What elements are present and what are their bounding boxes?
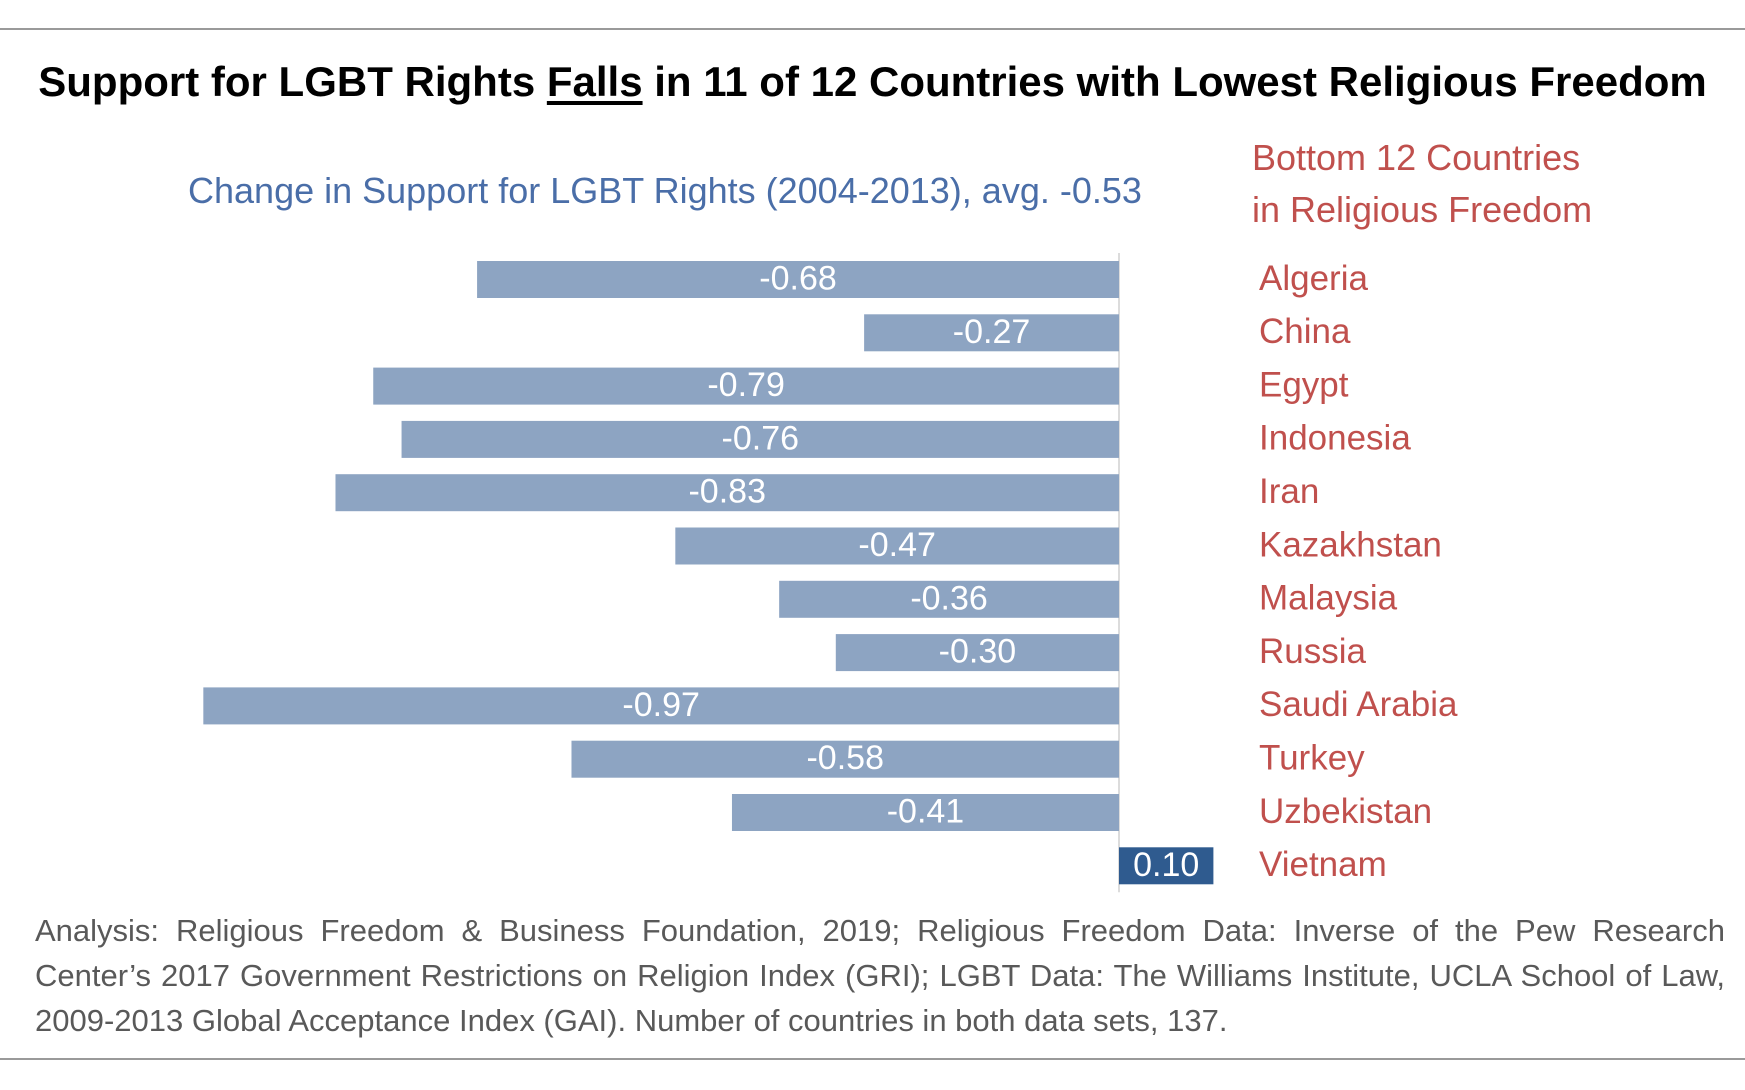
bar-algeria — [477, 261, 1120, 298]
country-header-line1: Bottom 12 Countries — [1252, 137, 1581, 178]
country-label-saudi-arabia: Saudi Arabia — [1259, 685, 1458, 724]
bar-value-label-russia: -0.30 — [939, 633, 1017, 671]
chart-subtitle: Change in Support for LGBT Rights (2004-… — [188, 170, 1142, 211]
country-label-russia: Russia — [1259, 632, 1367, 671]
title-suffix: in 11 of 12 Countries with Lowest Religi… — [642, 58, 1707, 105]
bar-value-label-uzbekistan: -0.41 — [887, 792, 965, 830]
bar-value-label-indonesia: -0.76 — [722, 419, 800, 457]
country-label-iran: Iran — [1259, 472, 1319, 511]
country-label-turkey: Turkey — [1259, 738, 1365, 777]
country-label-egypt: Egypt — [1259, 365, 1349, 404]
bottom-rule — [0, 1058, 1745, 1060]
country-header: Bottom 12 Countries in Religious Freedom — [1252, 132, 1592, 236]
country-header-line2: in Religious Freedom — [1252, 189, 1593, 230]
top-rule — [0, 28, 1745, 30]
footnote: Analysis: Religious Freedom & Business F… — [35, 913, 1725, 1038]
bar-china — [864, 314, 1119, 352]
bar-turkey — [571, 740, 1119, 778]
country-label-malaysia: Malaysia — [1259, 579, 1398, 618]
bar-value-label-china: -0.27 — [953, 313, 1031, 351]
bar-chart: -0.68 Algeria -0.27 China -0.79 Egypt -0.76 Ind… — [203, 253, 1458, 893]
country-label-vietnam: Vietnam — [1259, 845, 1387, 884]
bar-iran — [335, 474, 1120, 512]
bar-value-label-vietnam: 0.10 — [1133, 846, 1199, 884]
title-emphasis: Falls — [546, 58, 643, 105]
bar-value-label-iran: -0.83 — [688, 473, 766, 511]
bar-value-label-algeria: -0.68 — [759, 259, 837, 297]
bar-value-label-turkey: -0.58 — [806, 739, 884, 777]
title-prefix: Support for LGBT Rights — [38, 58, 547, 105]
chart-title: Support for LGBT Rights Falls in 11 of 1… — [0, 58, 1745, 106]
bar-indonesia — [401, 420, 1119, 458]
country-label-uzbekistan: Uzbekistan — [1259, 792, 1432, 831]
bar-value-label-saudi-arabia: -0.97 — [622, 686, 700, 724]
bar-uzbekistan — [731, 794, 1119, 831]
bar-russia — [835, 634, 1119, 672]
country-label-kazakhstan: Kazakhstan — [1259, 525, 1442, 564]
bar-kazakhstan — [675, 527, 1119, 565]
bar-malaysia — [779, 580, 1119, 618]
bar-value-label-malaysia: -0.36 — [910, 579, 988, 617]
bar-value-label-kazakhstan: -0.47 — [858, 526, 936, 564]
bar-saudi-arabia — [203, 687, 1119, 725]
country-label-algeria: Algeria — [1259, 259, 1368, 298]
bar-egypt — [373, 367, 1119, 405]
country-label-indonesia: Indonesia — [1259, 419, 1411, 458]
bar-value-label-egypt: -0.79 — [707, 366, 785, 404]
bar-vietnam — [1119, 847, 1214, 885]
country-label-china: China — [1259, 312, 1351, 351]
